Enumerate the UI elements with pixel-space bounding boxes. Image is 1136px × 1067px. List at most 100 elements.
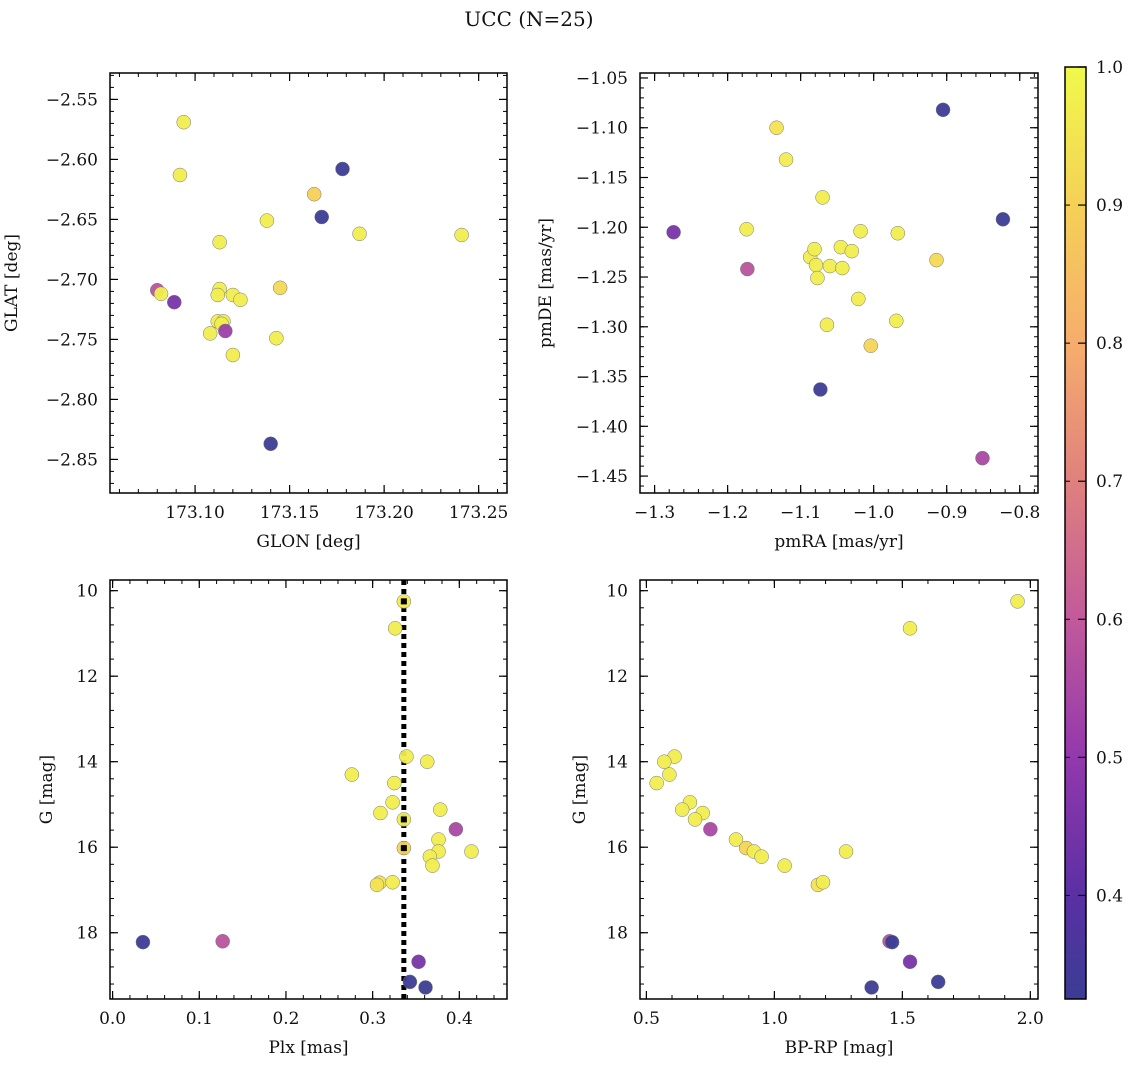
data-point [835,260,850,276]
data-point [225,347,241,363]
y-tick-label: −2.60 [46,150,98,170]
data-point [448,822,464,837]
data-point [314,209,329,225]
data-point [167,294,182,310]
data-point [728,832,744,847]
data-point [212,234,227,250]
x-tick-label: 0.3 [359,1009,386,1029]
data-point [385,795,400,810]
data-point [808,257,824,273]
data-point [810,270,825,286]
data-point [399,749,414,764]
x-tick-label: 0.4 [446,1009,473,1029]
data-point [929,252,944,268]
data-point [202,326,218,341]
data-point [411,954,426,970]
x-tick-label: 0.0 [99,1009,126,1029]
data-point [306,186,322,202]
y-tick-label: 12 [76,667,98,687]
data-point [272,280,288,296]
data-point [352,226,367,242]
data-point [402,974,418,990]
data-point [740,261,755,277]
data-point [369,877,385,893]
y-tick-label: −1.40 [576,417,628,437]
y-tick-label: −2.65 [46,210,98,230]
axes-frame [109,72,508,494]
data-point [433,802,448,817]
panel-pmra-pmde: −1.3 −1.2 −1.1 −1.0 −0.9 −0.8 −1.05 −1.10 −1.15 −… [536,69,1040,552]
x-tick-label: 173.20 [354,503,413,523]
y-tick-label: −1.25 [576,268,628,288]
y-tick-label: 14 [606,753,628,773]
x-tick-label: 173.15 [260,503,319,523]
data-point [1010,594,1025,609]
data-point [975,450,990,466]
data-point [233,292,248,308]
x-tick-label: 173.10 [165,503,224,523]
data-point [844,243,860,259]
colorbar-tick-label: 0.6 [1096,610,1123,630]
data-point [769,120,784,135]
data-point [387,621,403,636]
data-point [464,844,479,859]
data-point [739,222,754,237]
data-point [687,812,703,827]
data-point [853,223,868,239]
y-axis-label: G [mag] [570,755,590,824]
x-axis-label: Plx [mas] [268,1038,348,1058]
axes-frame [639,579,1039,1000]
y-tick-label: −1.05 [576,69,628,89]
y-tick-label: 18 [606,924,628,944]
y-tick-label: 18 [76,924,98,944]
y-tick-label: −1.15 [576,169,628,189]
y-tick-label: −1.10 [576,119,628,139]
colorbar-tick-label: 0.4 [1096,886,1123,906]
panel-glon-glat: 173.10 173.15 173.20 173.25 −2.55 −2.60 −2.65 −… [2,72,508,552]
x-tick-label: 0.1 [186,1009,213,1029]
data-point [703,822,718,837]
y-tick-label: 16 [606,838,628,858]
y-axis-label: pmDE [mas/yr] [536,218,556,348]
data-point [813,382,828,397]
data-point [649,775,664,791]
data-point [344,767,360,782]
y-tick-label: −2.75 [46,330,98,350]
y-tick-label: 10 [606,582,628,602]
x-tick-label: −0.8 [999,503,1040,523]
marker-square [400,816,407,823]
data-point [819,317,835,333]
y-tick-label: 12 [606,667,628,687]
data-point [902,621,918,636]
x-tick-label: −1.3 [634,503,675,523]
marker-square [400,598,407,605]
data-point [454,227,469,243]
y-tick-label: 16 [76,838,98,858]
x-tick-label: −1.1 [780,503,821,523]
data-point [335,161,350,177]
data-point [902,954,918,970]
y-tick-label: −2.80 [46,390,98,410]
colorbar-gradient [1064,66,1087,1000]
x-tick-label: 173.25 [449,503,508,523]
y-tick-label: −1.20 [576,218,628,238]
data-point [263,436,278,452]
data-point [822,258,838,274]
axes-frame [639,72,1039,494]
x-tick-label: −1.0 [853,503,894,523]
data-point [176,114,191,130]
y-tick-label: −1.35 [576,368,628,388]
data-point [135,934,151,950]
data-point [815,190,830,205]
data-point [385,875,400,890]
marker-square [400,845,407,852]
data-point [935,102,951,118]
panel-bprp-g: 0.5 1.0 1.5 2.0 10 12 14 16 18 BP-RP [mag] G [mag] [570,579,1044,1058]
colorbar-tick-label: 0.9 [1096,196,1123,216]
data-point [172,167,188,183]
data-point [420,754,435,769]
x-tick-label: −0.9 [926,503,967,523]
data-point [807,241,822,257]
data-point [662,767,677,782]
colorbar-tick-label: 0.7 [1096,472,1123,492]
